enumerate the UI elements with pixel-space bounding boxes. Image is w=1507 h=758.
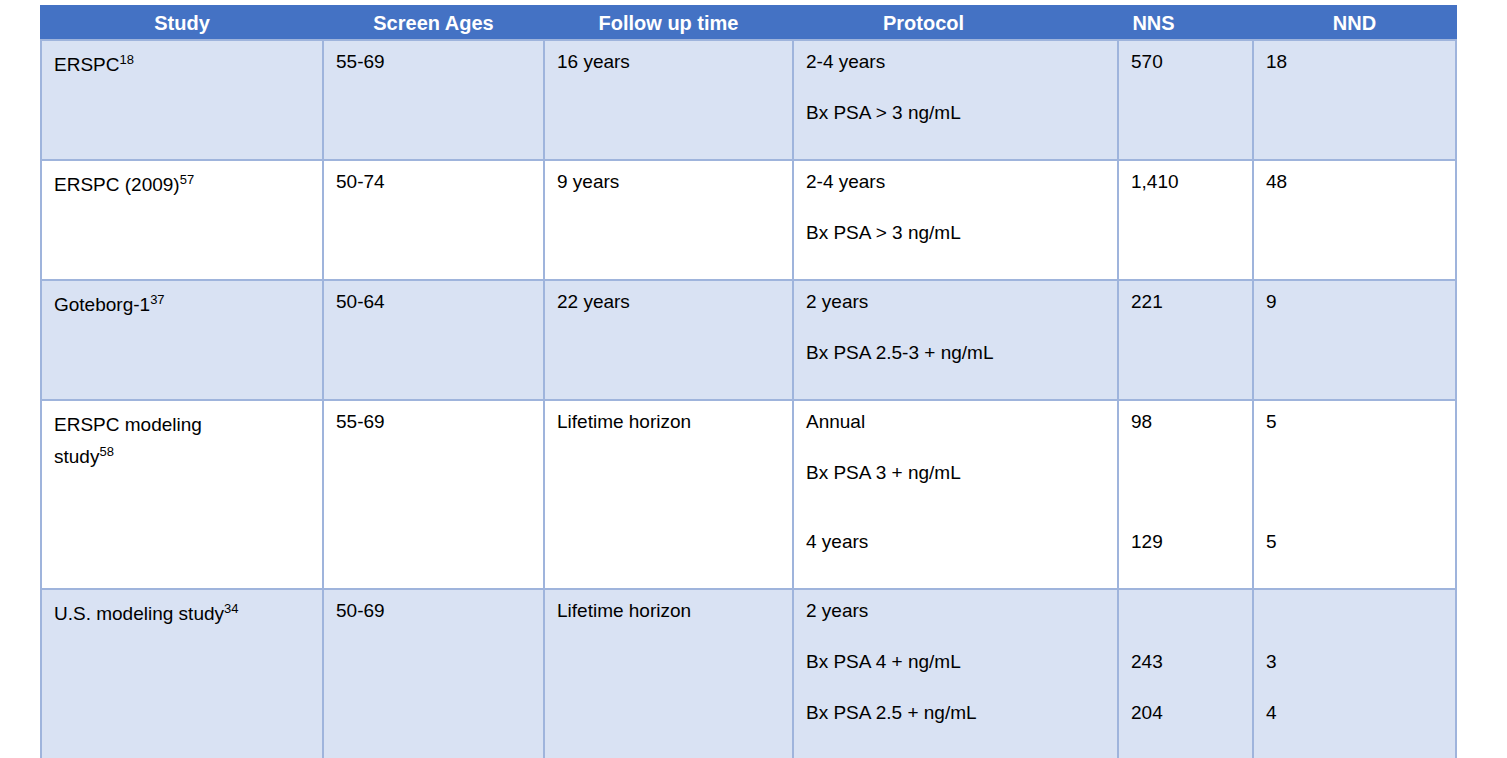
column-header-nns: NNS — [1118, 6, 1253, 40]
protocol-line: Bx PSA 4 + ng/mL — [806, 649, 1105, 700]
column-header-protocol: Protocol — [793, 6, 1118, 40]
table-row-erspc: ERSPC18 55-69 16 years 2-4 years Bx PSA … — [41, 40, 1456, 160]
nnd-cell: 5 5 — [1253, 400, 1456, 589]
study-name: ERSPC (2009)57 — [54, 169, 310, 201]
nns-cell: 98 129 — [1118, 400, 1253, 589]
page: Study Screen Ages Follow up time Protoco… — [0, 0, 1507, 758]
study-cell: ERSPC18 — [41, 40, 323, 160]
follow-up-cell: 22 years — [544, 280, 793, 400]
column-header-label: NND — [1333, 12, 1376, 34]
nnd-cell: 18 — [1253, 40, 1456, 160]
citation-superscript: 18 — [119, 52, 133, 67]
table-row-erspc-modeling-study: ERSPC modeling study58 55-69 Lifetime ho… — [41, 400, 1456, 589]
column-header-screen-ages: Screen Ages — [323, 6, 544, 40]
column-header-nnd: NND — [1253, 6, 1456, 40]
spacer — [1266, 511, 1443, 529]
study-cell: ERSPC (2009)57 — [41, 160, 323, 280]
column-header-label: Screen Ages — [373, 12, 493, 34]
study-name: Goteborg-137 — [54, 289, 310, 321]
nnd-cell: 9 — [1253, 280, 1456, 400]
blank-line — [1131, 460, 1240, 511]
column-header-label: Protocol — [883, 12, 964, 35]
table-row-us-modeling-study: U.S. modeling study34 50-69 Lifetime hor… — [41, 589, 1456, 758]
citation-superscript: 34 — [224, 601, 238, 616]
protocol-cell: 2 years Bx PSA 4 + ng/mL Bx PSA 2.5 + ng… — [793, 589, 1118, 758]
follow-up-cell: 16 years — [544, 40, 793, 160]
protocol-cell: 2 years Bx PSA 2.5-3 + ng/mL — [793, 280, 1118, 400]
blank-line — [1266, 598, 1443, 649]
nnd-cell: 48 — [1253, 160, 1456, 280]
citation-superscript: 37 — [150, 292, 164, 307]
study-name: U.S. modeling study34 — [54, 598, 310, 630]
protocol-line: 2 years — [806, 289, 1105, 340]
column-header-label: NNS — [1132, 12, 1174, 35]
protocol-cell: Annual Bx PSA 3 + ng/mL 4 years — [793, 400, 1118, 589]
study-name: ERSPC18 — [54, 49, 310, 81]
study-cell: U.S. modeling study34 — [41, 589, 323, 758]
protocol-line: Bx PSA 3 + ng/mL — [806, 460, 1105, 511]
protocol-cell: 2-4 years Bx PSA > 3 ng/mL — [793, 160, 1118, 280]
screen-ages-cell: 55-69 — [323, 40, 544, 160]
follow-up-cell: 9 years — [544, 160, 793, 280]
column-header-label: Follow up time — [599, 12, 739, 34]
protocol-line: 2 years — [806, 598, 1105, 649]
screen-ages-cell: 50-69 — [323, 589, 544, 758]
protocol-line: 2-4 years — [806, 49, 1105, 100]
screen-ages-cell: 50-74 — [323, 160, 544, 280]
nns-cell: 570 — [1118, 40, 1253, 160]
protocol-line: 4 years — [806, 529, 1105, 580]
protocol-line: Bx PSA > 3 ng/mL — [806, 220, 1105, 271]
protocol-spacer — [806, 511, 1105, 529]
column-header-follow-up-time: Follow up time — [544, 6, 793, 40]
citation-superscript: 57 — [180, 172, 194, 187]
study-name: ERSPC modeling — [54, 409, 310, 441]
protocol-line: Bx PSA 2.5-3 + ng/mL — [806, 340, 1105, 391]
nns-cell: 221 — [1118, 280, 1253, 400]
protocol-line: Bx PSA > 3 ng/mL — [806, 100, 1105, 151]
nns-cell: 1,410 — [1118, 160, 1253, 280]
follow-up-cell: Lifetime horizon — [544, 589, 793, 758]
blank-line — [1266, 460, 1443, 511]
screen-ages-cell: 55-69 — [323, 400, 544, 589]
column-header-label: Study — [154, 12, 210, 34]
table-row-goteborg-1: Goteborg-137 50-64 22 years 2 years Bx P… — [41, 280, 1456, 400]
protocol-line: Bx PSA 2.5 + ng/mL — [806, 700, 1105, 751]
nns-cell: 243 204 — [1118, 589, 1253, 758]
study-name-line2: study58 — [54, 441, 310, 473]
study-cell: Goteborg-137 — [41, 280, 323, 400]
screening-studies-table: Study Screen Ages Follow up time Protoco… — [40, 5, 1457, 758]
protocol-cell: 2-4 years Bx PSA > 3 ng/mL — [793, 40, 1118, 160]
column-header-study: Study — [41, 6, 323, 40]
spacer — [1131, 511, 1240, 529]
protocol-line: Annual — [806, 409, 1105, 460]
nnd-cell: 3 4 — [1253, 589, 1456, 758]
follow-up-cell: Lifetime horizon — [544, 400, 793, 589]
screen-ages-cell: 50-64 — [323, 280, 544, 400]
blank-line — [1131, 598, 1240, 649]
citation-superscript: 58 — [99, 444, 113, 459]
table-header-row: Study Screen Ages Follow up time Protoco… — [41, 6, 1456, 40]
study-cell: ERSPC modeling study58 — [41, 400, 323, 589]
table-row-erspc-2009: ERSPC (2009)57 50-74 9 years 2-4 years B… — [41, 160, 1456, 280]
protocol-line: 2-4 years — [806, 169, 1105, 220]
